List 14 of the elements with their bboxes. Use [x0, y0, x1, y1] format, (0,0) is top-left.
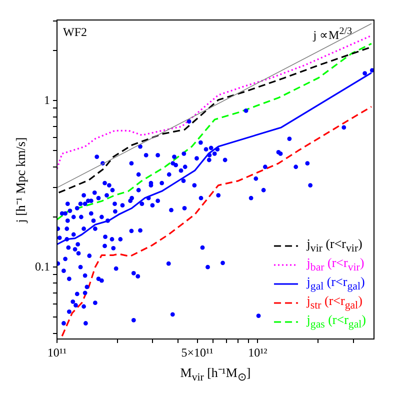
x-axis-title: M$_{vir}$ [h⁻¹M$_{⊙}$] [179, 364, 252, 384]
x-tick-label: 10¹² [248, 345, 268, 360]
legend-label: j$_{bar}$ (r<r$_{vir}$) [306, 255, 364, 274]
annotation: WF2 [63, 25, 87, 39]
legend-label: j$_{str}$ (r<r$_{gal}$) [306, 293, 362, 312]
x-tick-label: 5×10¹¹ [181, 345, 214, 360]
y-tick-label: 1 [44, 92, 50, 107]
y-axis-title: j [h⁻¹ Mpc km/s] [12, 136, 29, 222]
legend-label: j$_{gas}$ (r<r$_{gal}$) [306, 312, 366, 331]
annotation: j ∝M$^{2/3}$ [313, 25, 352, 42]
legend-label: j$_{gal}$ (r<r$_{gal}$) [306, 274, 365, 293]
legend-label: j$_{vir}$ (r<r$_{vir}$) [306, 236, 362, 255]
x-tick-label: 10¹¹ [47, 345, 67, 360]
y-tick-label: 0.1 [35, 259, 50, 274]
